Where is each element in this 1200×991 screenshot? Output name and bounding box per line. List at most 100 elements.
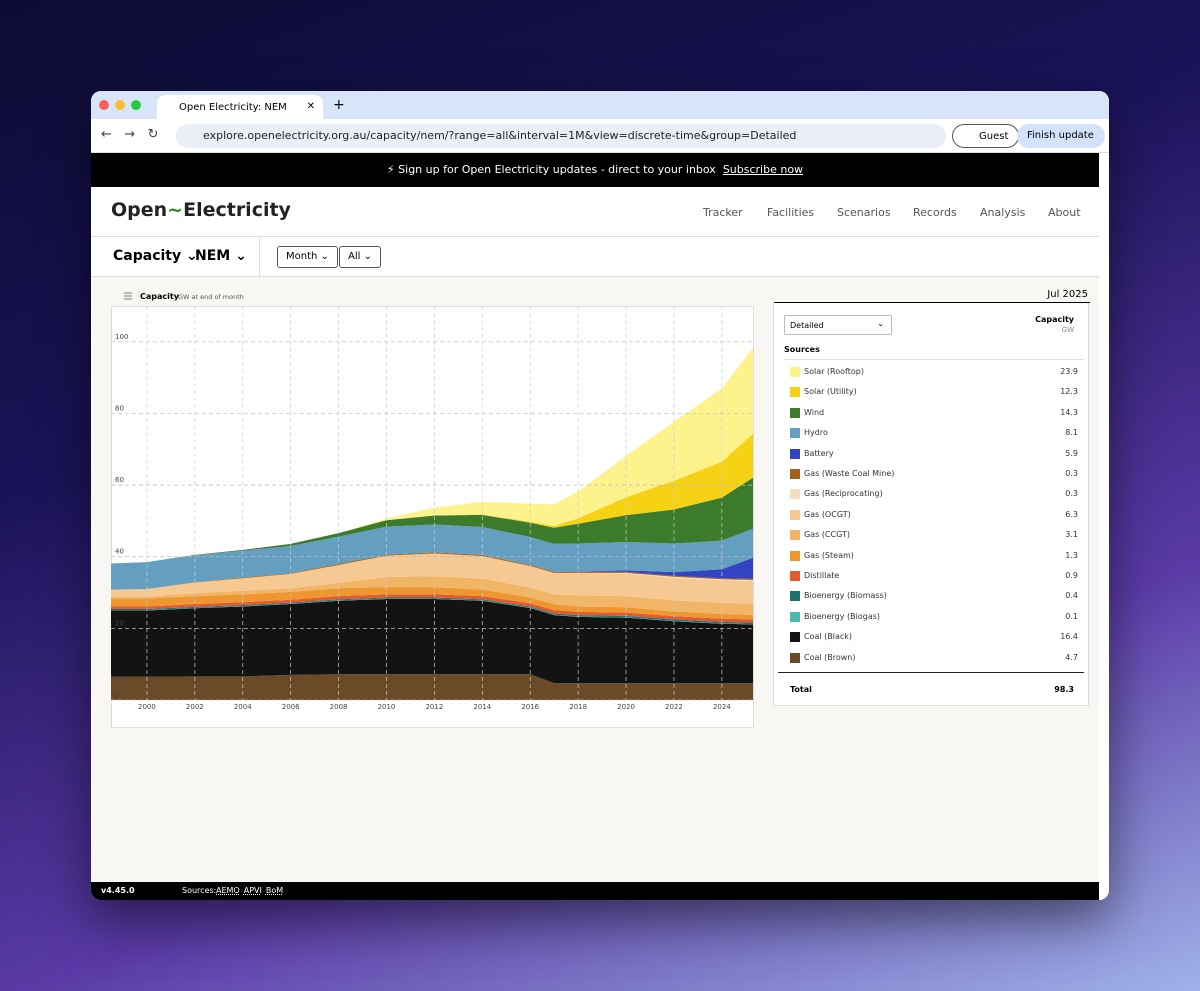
group: Detailed [790,321,824,330]
series-value: 16.4 [1060,632,1078,642]
legend-row[interactable]: Hydro 8.1 [788,427,1078,447]
new-tab[interactable]: + [333,97,345,113]
legend-panel: Jul 2025 Detailed ⌄ Capacity GW Sources S… [773,289,1090,706]
legend-row[interactable]: Gas (CCGT) 3.1 [788,529,1078,549]
source-link[interactable]: APVI [243,886,262,895]
metric: Capacity [113,248,182,264]
nav-link[interactable]: Records [913,206,957,219]
logo-text: Electricity [183,199,291,221]
series-name: Battery [804,448,834,458]
series-name: Solar (Utility) [804,387,857,397]
total-label: Total [790,685,812,694]
window-controls[interactable] [99,100,147,110]
swatch [790,550,800,561]
series-value: 1.3 [1065,550,1078,560]
x-tick-label: 2008 [330,703,348,711]
metric-select[interactable]: Capacity ⌄ [113,248,198,264]
source-link[interactable]: BoM [265,886,284,895]
interval-select[interactable]: Month ⌄ [277,246,338,268]
legend-row[interactable]: Solar (Utility) 12.3 [788,386,1078,406]
x-tick-label: 2000 [138,703,156,711]
area [111,347,753,564]
series-value: 0.4 [1065,591,1078,601]
swatch [790,611,800,622]
legend-row[interactable]: Wind 14.3 [788,407,1078,427]
area [111,576,753,615]
swatch [790,428,800,439]
legend-row[interactable]: Coal (Brown) 4.7 [788,652,1078,672]
total-value: 98.3 [1054,685,1074,694]
nav-link[interactable]: Facilities [767,206,815,219]
tab-bar: Open Electricity: NEM ✕ + [91,91,1109,119]
series-value: 3.1 [1065,530,1078,540]
series-name: Bioenergy (Biogas) [804,611,881,621]
url[interactable]: explore.openelectricity.org.au/capacity/… [176,124,946,148]
nav-buttons[interactable]: ← → ↻ [101,127,159,142]
section-title: Sources [784,345,820,354]
logo[interactable]: Open~Electricity [111,199,291,221]
tab[interactable]: Open Electricity: NEM ✕ [157,95,323,119]
series-value: 8.1 [1065,428,1078,438]
range-select[interactable]: All ⌄ [339,246,381,268]
legend-row[interactable]: Bioenergy (Biomass) 0.4 [788,590,1078,610]
swatch [790,591,800,602]
nav-link[interactable]: About [1048,206,1081,219]
swatch [790,367,800,377]
swatch [790,571,800,581]
series-value: 0.9 [1065,571,1078,580]
interval: Month [286,251,318,262]
x-tick-label: 2020 [617,703,635,711]
x-tick-label: 2018 [569,703,587,711]
legend-row[interactable]: Coal (Black) 16.4 [788,631,1078,651]
nav-link[interactable]: Analysis [980,206,1026,219]
x-tick-label: 2022 [665,703,683,711]
series-name: Coal (Brown) [804,652,856,662]
site-header: Open~Electricity Tracker Facilities Scenar… [91,187,1099,237]
series-value: 0.3 [1065,469,1078,478]
nav-link[interactable]: Tracker [703,206,743,219]
tab-title: Open Electricity: NEM [179,102,287,113]
address-bar: ← → ↻ explore.openelectricity.org.au/cap… [91,119,1109,153]
legend-row[interactable]: Gas (Steam) 1.3 [788,550,1078,570]
legend-row[interactable]: Gas (OCGT) 6.3 [788,509,1078,529]
area [111,598,753,625]
swatch [790,469,800,479]
area [111,587,753,620]
nav-link[interactable]: Scenarios [837,206,891,219]
y-tick-label: 20 [115,619,124,627]
subscribe-link[interactable]: Subscribe now [722,163,804,176]
legend-row[interactable]: Solar (Rooftop) 23.9 [788,366,1078,386]
x-tick-label: 2006 [282,703,300,711]
legend-row[interactable]: Bioenergy (Biogas) 0.1 [788,611,1078,631]
legend-row[interactable]: Gas (Waste Coal Mine) 0.3 [788,468,1078,488]
update-button[interactable]: Finish update [1017,124,1105,148]
area [111,552,753,590]
column-header: Capacity [1035,315,1074,324]
swatch [790,489,800,500]
region: NEM [195,248,231,264]
series-name: Coal (Black) [804,632,853,642]
legend-row[interactable]: Distillate 0.9 [788,570,1078,590]
series-value: 12.3 [1060,387,1078,397]
x-tick-label: 2012 [425,703,443,711]
region-select[interactable]: NEM ⌄ [195,248,247,264]
series-name: Gas (Waste Coal Mine) [804,469,895,478]
series-name: Gas (CCGT) [804,530,851,540]
source-link[interactable]: AEMO [216,886,240,895]
area [111,553,753,604]
series-name: Hydro [804,428,828,438]
series-name: Gas (Steam) [804,550,854,560]
group-select[interactable]: Detailed ⌄ [784,315,892,335]
sources-label: Sources: [182,886,217,895]
profile-button[interactable]: Guest [952,124,1020,148]
y-tick-label: 40 [115,548,124,556]
legend-row[interactable]: Battery 5.9 [788,448,1078,468]
series-value: 14.3 [1060,407,1078,417]
series-value: 6.3 [1065,509,1078,519]
series-name: Gas (OCGT) [804,509,851,519]
x-tick-label: 2014 [473,703,491,711]
series-name: Distillate [804,571,840,580]
banner: ⚡ Sign up for Open Electricity updates -… [91,153,1099,187]
legend-row[interactable]: Gas (Reciprocating) 0.3 [788,488,1078,508]
